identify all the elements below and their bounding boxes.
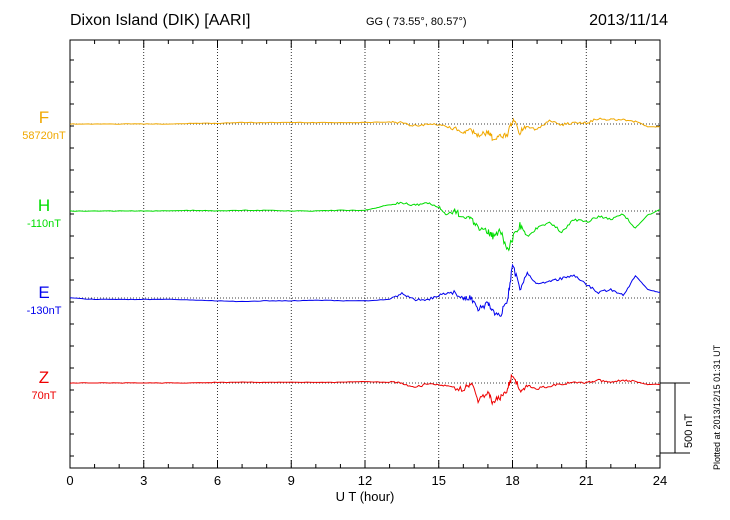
x-axis-label: U T (hour) xyxy=(336,489,395,504)
component-label-e: E -130nT xyxy=(14,283,74,317)
component-name-f: F xyxy=(38,108,50,127)
x-tick-label: 15 xyxy=(432,473,446,488)
component-baseline-z: 70nT xyxy=(31,390,57,402)
x-tick-label: 18 xyxy=(505,473,519,488)
plotted-note: Plotted at 2013/12/15 01:31 UT xyxy=(712,344,722,470)
series-line-z xyxy=(69,373,661,406)
x-tick-label: 9 xyxy=(288,473,295,488)
series-line-e xyxy=(69,263,661,317)
component-name-e: E xyxy=(38,283,50,302)
x-tick-label: 3 xyxy=(140,473,147,488)
component-baseline-f: 58720nT xyxy=(22,130,66,142)
x-tick-label: 21 xyxy=(579,473,593,488)
component-name-z: Z xyxy=(38,368,50,387)
component-name-h: H xyxy=(37,196,51,215)
station-title: Dixon Island (DIK) [AARI] xyxy=(70,12,251,29)
x-tick-label: 0 xyxy=(66,473,73,488)
component-baseline-e: -130nT xyxy=(26,305,62,317)
x-tick-label: 6 xyxy=(214,473,221,488)
date-label: 2013/11/14 xyxy=(589,12,668,29)
series-line-f xyxy=(69,117,660,142)
series-line-h xyxy=(69,201,661,252)
component-label-z: Z 70nT xyxy=(14,368,74,402)
x-tick-label: 12 xyxy=(358,473,372,488)
scale-bar-label: 500 nT xyxy=(683,413,695,448)
coordinates-label: GG ( 73.55°, 80.57°) xyxy=(366,16,467,28)
component-label-h: H -110nT xyxy=(14,196,74,230)
component-baseline-h: -110nT xyxy=(26,218,62,230)
x-tick-label: 24 xyxy=(653,473,667,488)
component-label-f: F 58720nT xyxy=(14,108,74,142)
